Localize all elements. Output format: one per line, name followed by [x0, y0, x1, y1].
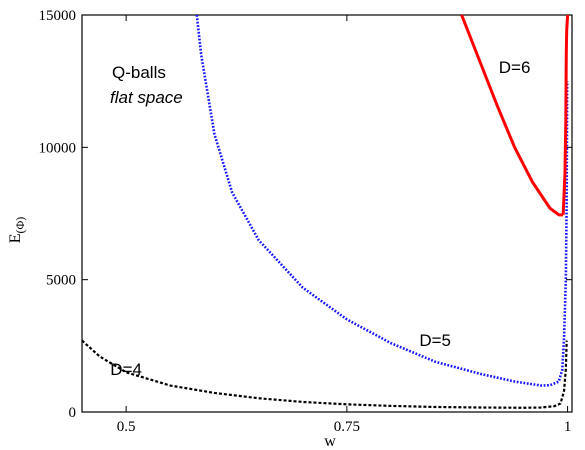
annotation-heading: Q-balls: [112, 63, 166, 82]
series-d-4: [81, 339, 568, 409]
series-line: [561, 14, 570, 215]
y-tick-label: 5000: [46, 273, 76, 289]
x-tick-label: 0.75: [334, 419, 360, 435]
x-axis-label: w: [324, 433, 336, 450]
y-axis-label: E(Φ): [7, 217, 27, 244]
annotation-subheading: flat space: [110, 88, 183, 107]
series-label: D=6: [499, 58, 531, 77]
y-axis-label-main: E: [7, 233, 24, 243]
series-line: [81, 339, 568, 409]
y-axis-label-subscript: (Φ): [13, 217, 27, 234]
axis-ticks: 0.5 0.75 1 0 5000 10000 15000: [39, 8, 572, 435]
series-line: [460, 14, 564, 217]
plot-frame: [81, 14, 573, 413]
series-labels: D=4 D=5 D=6: [110, 58, 530, 379]
series-d-6: [460, 14, 570, 217]
x-tick-label: 0.5: [117, 419, 136, 435]
series-label: D=5: [419, 331, 451, 350]
series-layer: [81, 14, 570, 409]
x-tick-label: 1: [564, 419, 572, 435]
y-tick-label: 15000: [39, 8, 77, 24]
series-d-5: [195, 14, 569, 387]
series-label: D=4: [110, 360, 142, 379]
y-tick-label: 10000: [39, 140, 77, 156]
series-line: [195, 14, 569, 387]
y-tick-label: 0: [69, 405, 77, 421]
